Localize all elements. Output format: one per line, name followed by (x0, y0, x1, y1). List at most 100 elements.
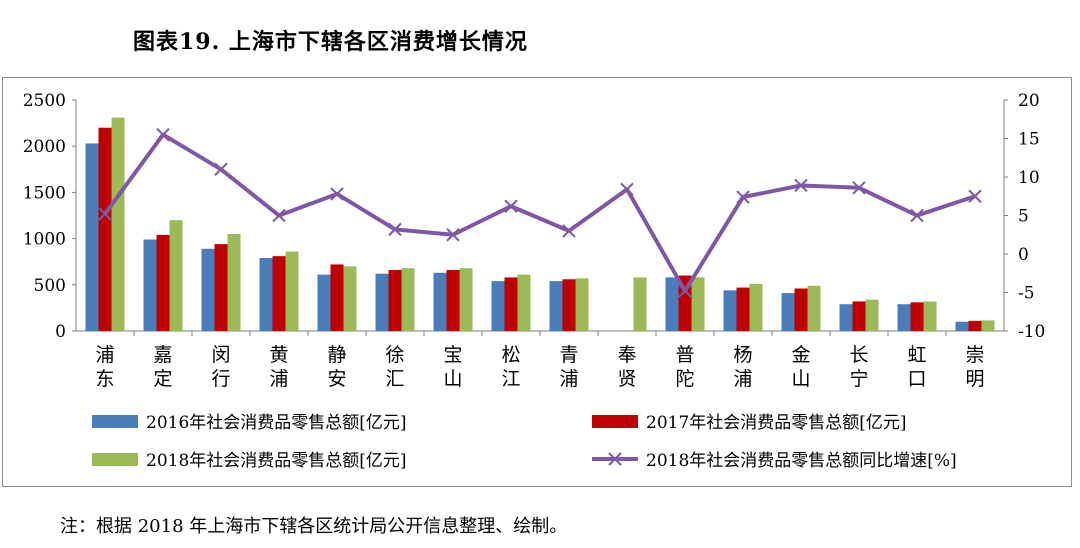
bar-2017 (504, 277, 518, 331)
growth-point (272, 208, 286, 223)
growth-point (794, 178, 808, 193)
bar-2018 (459, 268, 473, 331)
x-tick-label: 崇 (965, 344, 984, 366)
bar-2017 (388, 270, 402, 331)
bar-2018 (343, 266, 357, 331)
chart-frame (2, 77, 1072, 487)
x-tick-label: 宝 (443, 344, 462, 366)
x-tick-label: 定 (153, 368, 172, 390)
bar-2017 (852, 301, 866, 331)
bar-2016 (85, 143, 99, 331)
bar-2018 (981, 320, 995, 331)
x-tick-label: 虹 (907, 344, 926, 366)
growth-point (620, 182, 634, 197)
x-tick-label: 松 (501, 344, 520, 366)
bar-2017 (330, 264, 344, 331)
bar-2017 (968, 320, 982, 331)
x-tick-label: 金 (791, 344, 810, 366)
x-tick-label: 嘉 (153, 344, 172, 366)
bar-2017 (214, 244, 228, 331)
x-tick-label: 陀 (675, 368, 694, 390)
growth-point (156, 127, 170, 142)
bar-2016 (549, 281, 563, 331)
bar-2017 (272, 256, 286, 331)
bar-2017 (910, 302, 924, 331)
source-note: 注：根据 2018 年上海市下辖各区统计局公开信息整理、绘制。 (60, 516, 568, 537)
x-tick-label: 贤 (617, 368, 636, 390)
legend-swatch (92, 415, 138, 428)
bar-2016 (143, 239, 157, 331)
legend-swatch-marker (608, 452, 622, 466)
x-tick-label: 青 (559, 344, 578, 366)
bar-2017 (98, 127, 112, 331)
y2-tick-label: 5 (1018, 207, 1029, 227)
bar-2016 (665, 277, 679, 331)
bar-2018 (285, 251, 299, 331)
x-tick-label: 汇 (385, 368, 404, 390)
bar-2016 (259, 258, 273, 331)
y-tick-label: 2000 (23, 137, 66, 157)
growth-point (968, 189, 982, 203)
bar-2018 (865, 299, 879, 331)
bar-2016 (375, 273, 389, 331)
growth-point (910, 208, 924, 223)
y-tick-label: 2500 (23, 91, 66, 111)
y-tick-label: 1500 (23, 183, 66, 203)
y2-tick-label: -5 (1018, 284, 1035, 304)
bar-2018 (111, 117, 125, 331)
x-tick-label: 行 (211, 368, 230, 390)
y-tick-label: 1000 (23, 230, 66, 250)
x-tick-label: 浦 (733, 368, 752, 390)
x-tick-label: 宁 (849, 368, 868, 390)
growth-point (736, 190, 750, 204)
bar-2017 (736, 287, 750, 331)
bar-2018 (749, 283, 763, 331)
growth-point (98, 207, 112, 221)
x-tick-label: 静 (327, 344, 346, 366)
growth-point (852, 181, 866, 195)
y2-tick-label: 0 (1018, 245, 1029, 265)
bar-2018 (517, 274, 531, 331)
bar-2016 (433, 272, 447, 331)
x-tick-label: 东 (95, 368, 114, 390)
x-tick-label: 口 (907, 368, 926, 390)
legend-label: 2018年社会消费品零售总额[亿元] (146, 451, 407, 471)
bar-2017 (156, 234, 170, 331)
growth-point (388, 222, 402, 237)
bar-2016 (839, 304, 853, 331)
bar-2016 (201, 248, 215, 331)
x-tick-label: 浦 (95, 344, 114, 366)
bar-2018 (691, 277, 705, 331)
x-tick-label: 浦 (269, 368, 288, 390)
legend-swatch (592, 415, 638, 428)
x-tick-label: 闵 (211, 344, 230, 366)
bar-2018 (807, 285, 821, 331)
bar-2016 (491, 281, 505, 331)
y2-tick-label: -10 (1018, 322, 1045, 342)
bar-2018 (169, 220, 183, 331)
x-tick-label: 长 (849, 344, 868, 366)
bar-2018 (227, 233, 241, 331)
y2-tick-label: 20 (1018, 91, 1040, 111)
bar-2018 (633, 277, 647, 331)
chart-title: 图表19. 上海市下辖各区消费增长情况 (133, 29, 528, 55)
x-tick-label: 奉 (617, 344, 636, 366)
growth-point (446, 228, 460, 242)
x-tick-label: 山 (443, 368, 462, 390)
x-tick-label: 徐 (385, 344, 404, 366)
x-tick-label: 江 (501, 368, 520, 390)
growth-line (103, 132, 976, 293)
legend-label: 2018年社会消费品零售总额同比增速[%] (646, 451, 957, 471)
y2-tick-label: 15 (1018, 130, 1040, 150)
x-tick-label: 安 (327, 368, 346, 390)
legend-label: 2017年社会消费品零售总额[亿元] (646, 413, 907, 433)
bar-2018 (923, 301, 937, 331)
y2-tick-label: 10 (1018, 168, 1040, 188)
bar-2016 (317, 274, 331, 331)
bar-2018 (575, 278, 589, 331)
bar-2016 (781, 293, 795, 331)
growth-point (214, 162, 228, 177)
growth-point (678, 284, 692, 298)
growth-point (562, 224, 576, 238)
